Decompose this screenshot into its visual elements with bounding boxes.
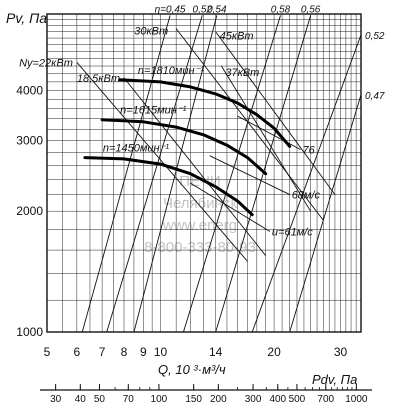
power-line-0 <box>175 28 324 221</box>
efficiency-line-5 <box>251 34 362 333</box>
dyn-tick-label-150: 150 <box>185 394 202 405</box>
dyn-tick-label-100: 100 <box>151 394 168 405</box>
x-tick-label-8: 8 <box>121 345 128 359</box>
x-tick-label-10: 10 <box>154 345 168 359</box>
efficiency-label-6: 0,47 <box>365 91 385 102</box>
power-line-3 <box>76 61 248 262</box>
dyn-tick-label-300: 300 <box>245 394 262 405</box>
velocity-lines: 76 68м/с u=61м/с <box>190 115 321 239</box>
velocity-label-2: u=61м/с <box>272 227 313 239</box>
velocity-label-0: 76 <box>302 144 315 156</box>
plot-frame <box>46 13 362 333</box>
y-tick-labels: 1000 2000 3000 4000 <box>16 83 43 339</box>
x-tick-label-5: 5 <box>44 345 51 359</box>
dyn-tick-label-500: 500 <box>289 394 306 405</box>
efficiency-line-0 <box>81 15 171 333</box>
x-tick-labels: 5 6 7 8 9 10 14 20 30 <box>44 345 348 359</box>
velocity-line-1 <box>209 155 290 195</box>
dyn-tick-label-40: 40 <box>75 394 87 405</box>
efficiency-line-4 <box>215 15 312 333</box>
series-label-0: n=1810мин⁻¹ <box>138 65 205 77</box>
series-line-2 <box>83 156 254 217</box>
watermark-text-1: Челябинск <box>163 195 237 212</box>
y-tick-label-1000: 1000 <box>16 325 43 339</box>
efficiency-label-1: 0,52 <box>193 4 213 15</box>
power-line-4 <box>123 77 267 256</box>
power-label-0: 30кВт <box>134 26 168 38</box>
series-line-1 <box>100 118 268 176</box>
dyn-tick-label-700: 700 <box>317 394 334 405</box>
dyn-tick-label-70: 70 <box>123 394 135 405</box>
efficiency-label-2: 0,54 <box>207 4 227 15</box>
y-tick-label-4000: 4000 <box>16 83 43 97</box>
efficiency-line-6 <box>289 94 362 333</box>
y-tick-label-2000: 2000 <box>16 204 43 218</box>
performance-curves: n=1810мин⁻¹ n=1615мин⁻¹ n=1450мин⁻¹ <box>83 65 292 217</box>
dyn-axis-label: Pdv, Па <box>312 372 357 387</box>
x-tick-label-30: 30 <box>334 345 348 359</box>
efficiency-label-5: 0,52 <box>365 31 385 42</box>
velocity-label-1: 68м/с <box>292 190 321 202</box>
power-line-1 <box>215 31 336 195</box>
series-line-0 <box>118 78 292 148</box>
efficiency-lines: η=0,45 0,520,54 0,58 0,560,520,47 <box>81 4 385 333</box>
watermark-text-3: 8-800-333-80-93 <box>144 239 256 256</box>
watermark-text-2: www.energ <box>162 217 237 234</box>
efficiency-line-2 <box>133 15 218 333</box>
dynamic-pressure-scale: 30 40 50 70 100 150 200 300 400 500 700 1000 <box>40 384 372 405</box>
x-tick-label-14: 14 <box>209 345 223 359</box>
x-tick-label-7: 7 <box>99 345 106 359</box>
x-axis-label: Q, 10 ³·м³/ч <box>158 362 226 377</box>
series-label-2: n=1450мин⁻¹ <box>103 143 170 155</box>
y-axis-label: Pv, Па <box>6 10 47 26</box>
dyn-tick-label-30: 30 <box>50 394 62 405</box>
series-label-1: n=1615мин⁻¹ <box>120 105 187 117</box>
y-tick-label-3000: 3000 <box>16 134 43 148</box>
x-tick-label-9: 9 <box>140 345 147 359</box>
dyn-tick-label-200: 200 <box>210 394 227 405</box>
power-label-3: Ny=22кВт <box>19 57 73 69</box>
efficiency-label-4: 0,56 <box>301 4 321 15</box>
dyn-tick-label-400: 400 <box>269 394 286 405</box>
power-label-2: 37кВт <box>225 67 259 79</box>
efficiency-label-3: 0,58 <box>271 4 291 15</box>
efficiency-line-1 <box>106 15 203 333</box>
power-line-2 <box>221 65 312 212</box>
dyn-tick-label-50: 50 <box>94 394 106 405</box>
power-label-1: 45кВт <box>220 31 254 43</box>
dyn-tick-label-1000: 1000 <box>345 394 368 405</box>
velocity-line-0 <box>237 115 301 150</box>
efficiency-label-0: η=0,45 <box>155 4 186 15</box>
x-tick-label-20: 20 <box>267 345 281 359</box>
efficiency-line-3 <box>183 15 281 333</box>
power-label-4: 18,5кВт <box>77 73 120 85</box>
x-tick-label-6: 6 <box>74 345 81 359</box>
velocity-line-2 <box>190 182 271 232</box>
power-lines: 30кВт 45кВт 37кВт Ny=22кВт 18,5кВт <box>19 26 336 262</box>
